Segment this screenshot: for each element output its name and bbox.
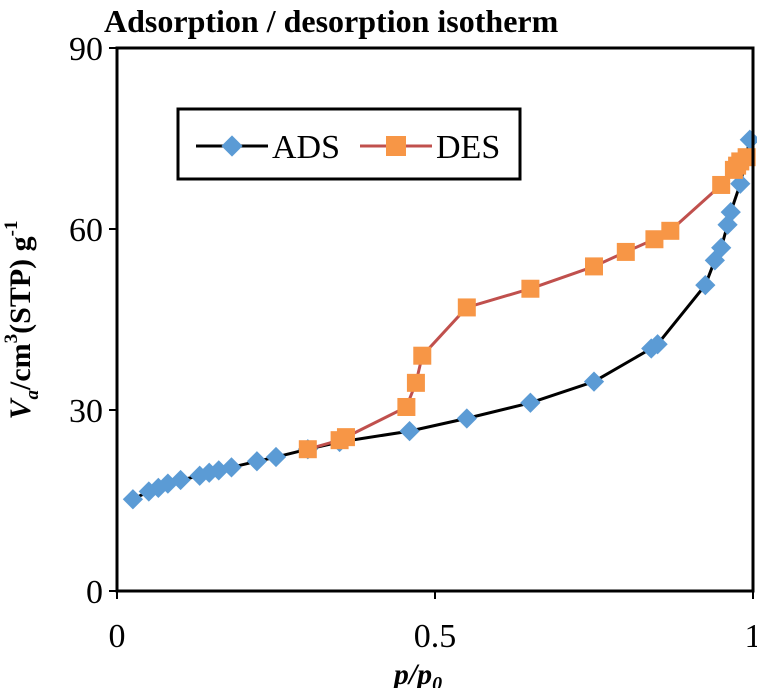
ads-point (695, 274, 716, 296)
des-point (457, 298, 476, 317)
ads-point (122, 489, 144, 510)
legend-des-label: DES (436, 129, 500, 166)
y-axis-label-rest: (STP) g (4, 236, 37, 334)
des-point (397, 397, 416, 416)
des-point (330, 431, 349, 450)
ads-point (399, 420, 420, 442)
ads-point (720, 201, 741, 223)
y-axis-label-sup2: -1 (1, 221, 22, 237)
des-point (661, 221, 680, 240)
x-axis-label-main: p/p (391, 658, 432, 688)
ads-point (221, 457, 242, 478)
y-tick-label: 30 (69, 393, 103, 430)
y-axis-label: Va/cm3(STP) g-1 (1, 221, 43, 420)
chart-title: Adsorption / desorption isotherm (104, 3, 559, 39)
x-tick-label: 1 (745, 618, 757, 655)
des-point (712, 175, 731, 194)
ads-point (520, 392, 541, 413)
y-tick-label: 0 (86, 574, 103, 611)
y-tick-label: 60 (69, 212, 103, 249)
ads-point (170, 469, 191, 491)
x-tick-label: 0 (109, 618, 126, 655)
x-axis-label-subscript: 0 (432, 673, 442, 688)
legend-des-marker (386, 136, 406, 156)
des-point (724, 160, 743, 179)
des-point (585, 257, 603, 276)
ads-point (246, 451, 268, 472)
des-point (298, 440, 317, 459)
plot-frame (115, 46, 755, 593)
legend-ads-label: ADS (272, 129, 340, 166)
ads-point (265, 446, 287, 468)
des-point (406, 373, 425, 392)
des-point (616, 242, 635, 261)
des-point (521, 279, 540, 298)
y-tick-label: 90 (69, 31, 103, 68)
legend-ads-marker (221, 135, 243, 157)
y-axis-label-unit: /cm (4, 343, 37, 391)
y-axis-label-sup1: 3 (1, 334, 22, 344)
ads-point (456, 408, 477, 429)
ads-point (711, 237, 732, 258)
y-axis-label-symbol: V (4, 396, 37, 419)
axis-ticks: 0 30 60 90 0 0.5 1 (69, 31, 757, 655)
x-tick-label: 0.5 (414, 618, 457, 655)
ads-point (647, 334, 668, 355)
legend: ADS DES (176, 107, 522, 181)
ads-series-line (132, 139, 752, 501)
y-axis-label-subscript: a (22, 389, 43, 399)
series-layer (122, 129, 757, 510)
ads-point (583, 371, 605, 392)
des-point (413, 346, 432, 365)
des-point (645, 230, 664, 249)
x-axis-label: p/p0 (391, 658, 442, 688)
